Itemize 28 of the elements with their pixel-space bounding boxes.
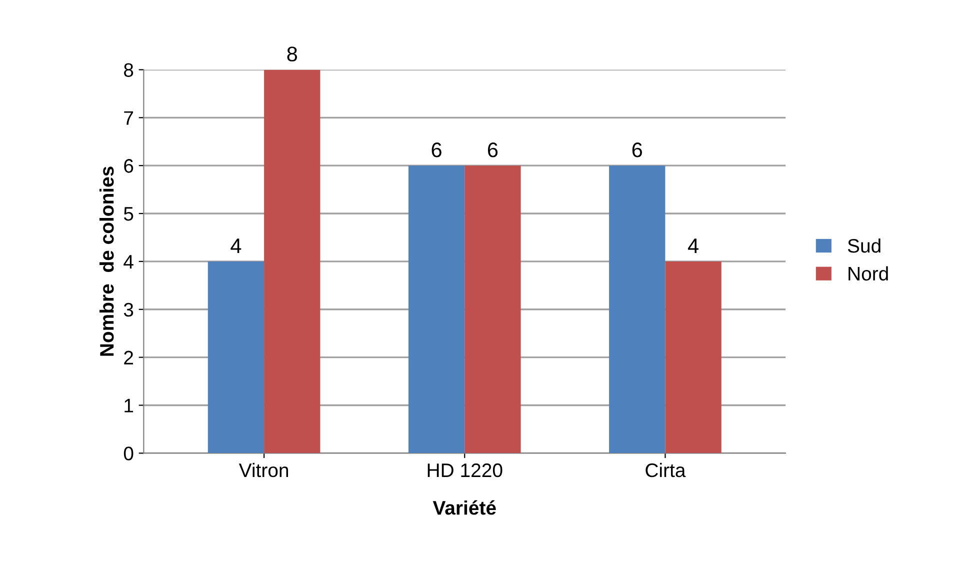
y-tick-label: 2 xyxy=(124,350,134,364)
y-axis-title: Nombre de colonies xyxy=(99,166,114,356)
x-tick-label: HD 1220 xyxy=(428,463,502,478)
data-label: 8 xyxy=(287,46,298,62)
x-axis-title: Variété xyxy=(432,500,496,515)
bar xyxy=(408,166,465,454)
y-tick-label: 0 xyxy=(124,446,134,460)
y-tick-label: 4 xyxy=(124,255,134,268)
bar xyxy=(264,70,320,454)
y-tick-label: 3 xyxy=(124,302,134,317)
y-tick-label: 7 xyxy=(124,111,134,125)
data-label: 6 xyxy=(632,142,642,158)
y-tick-label: 1 xyxy=(124,398,134,412)
y-tick-label: 8 xyxy=(124,63,134,77)
x-tick-label: Vitron xyxy=(238,462,288,478)
data-label: 6 xyxy=(432,142,442,158)
data-label: 6 xyxy=(488,142,498,158)
legend-label: Sud xyxy=(848,238,880,253)
x-tick-label: Cirta xyxy=(646,462,686,478)
legend-label: Nord xyxy=(848,266,888,281)
data-label: 4 xyxy=(688,238,698,253)
bar xyxy=(665,261,722,454)
y-tick-label: 6 xyxy=(124,159,134,173)
data-label: 4 xyxy=(230,238,242,253)
bar xyxy=(464,166,521,454)
bar xyxy=(609,166,666,454)
bar xyxy=(208,261,264,454)
y-tick-label: 5 xyxy=(124,207,134,221)
